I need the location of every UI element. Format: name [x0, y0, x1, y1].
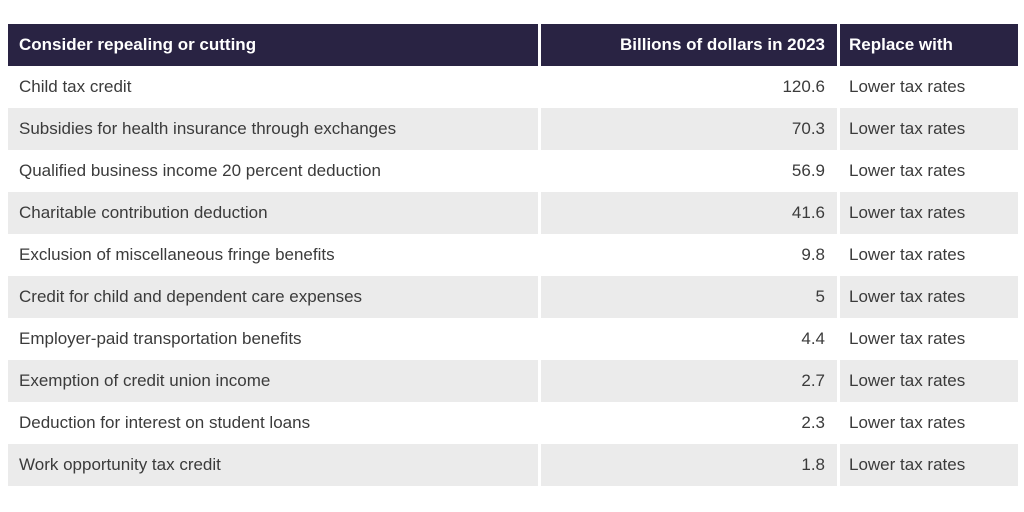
- cell-program-name: Credit for child and dependent care expe…: [8, 276, 538, 318]
- table-row: Credit for child and dependent care expe…: [8, 276, 1018, 318]
- cell-replacement: Lower tax rates: [837, 444, 1018, 486]
- table-row: Exemption of credit union income 2.7 Low…: [8, 360, 1018, 402]
- table-header: Consider repealing or cutting Billions o…: [8, 24, 1018, 66]
- cell-program-name: Qualified business income 20 percent ded…: [8, 150, 538, 192]
- cell-replacement: Lower tax rates: [837, 150, 1018, 192]
- table-row: Work opportunity tax credit 1.8 Lower ta…: [8, 444, 1018, 486]
- header-row: Consider repealing or cutting Billions o…: [8, 24, 1018, 66]
- table-body: Child tax credit 120.6 Lower tax rates S…: [8, 66, 1018, 486]
- table-row: Exclusion of miscellaneous fringe benefi…: [8, 234, 1018, 276]
- cell-amount: 70.3: [538, 108, 837, 150]
- cell-amount: 56.9: [538, 150, 837, 192]
- cell-amount: 41.6: [538, 192, 837, 234]
- cell-amount: 1.8: [538, 444, 837, 486]
- cell-replacement: Lower tax rates: [837, 402, 1018, 444]
- cell-program-name: Child tax credit: [8, 66, 538, 108]
- cell-amount: 2.7: [538, 360, 837, 402]
- cell-program-name: Exemption of credit union income: [8, 360, 538, 402]
- cell-program-name: Employer-paid transportation benefits: [8, 318, 538, 360]
- cell-program-name: Work opportunity tax credit: [8, 444, 538, 486]
- table-row: Charitable contribution deduction 41.6 L…: [8, 192, 1018, 234]
- data-table: Consider repealing or cutting Billions o…: [8, 24, 1018, 486]
- cell-amount: 9.8: [538, 234, 837, 276]
- cell-program-name: Charitable contribution deduction: [8, 192, 538, 234]
- table-row: Qualified business income 20 percent ded…: [8, 150, 1018, 192]
- header-replace-with: Replace with: [837, 24, 1018, 66]
- cell-amount: 5: [538, 276, 837, 318]
- header-consider-repealing: Consider repealing or cutting: [8, 24, 538, 66]
- cell-replacement: Lower tax rates: [837, 276, 1018, 318]
- table-row: Deduction for interest on student loans …: [8, 402, 1018, 444]
- table-row: Child tax credit 120.6 Lower tax rates: [8, 66, 1018, 108]
- cell-replacement: Lower tax rates: [837, 108, 1018, 150]
- cell-replacement: Lower tax rates: [837, 360, 1018, 402]
- table-row: Employer-paid transportation benefits 4.…: [8, 318, 1018, 360]
- cell-replacement: Lower tax rates: [837, 234, 1018, 276]
- cell-program-name: Subsidies for health insurance through e…: [8, 108, 538, 150]
- cell-program-name: Exclusion of miscellaneous fringe benefi…: [8, 234, 538, 276]
- cell-amount: 2.3: [538, 402, 837, 444]
- tax-expenditure-table: Consider repealing or cutting Billions o…: [8, 24, 1018, 486]
- cell-program-name: Deduction for interest on student loans: [8, 402, 538, 444]
- header-billions-2023: Billions of dollars in 2023: [538, 24, 837, 66]
- cell-amount: 4.4: [538, 318, 837, 360]
- cell-amount: 120.6: [538, 66, 837, 108]
- table-row: Subsidies for health insurance through e…: [8, 108, 1018, 150]
- cell-replacement: Lower tax rates: [837, 66, 1018, 108]
- cell-replacement: Lower tax rates: [837, 318, 1018, 360]
- cell-replacement: Lower tax rates: [837, 192, 1018, 234]
